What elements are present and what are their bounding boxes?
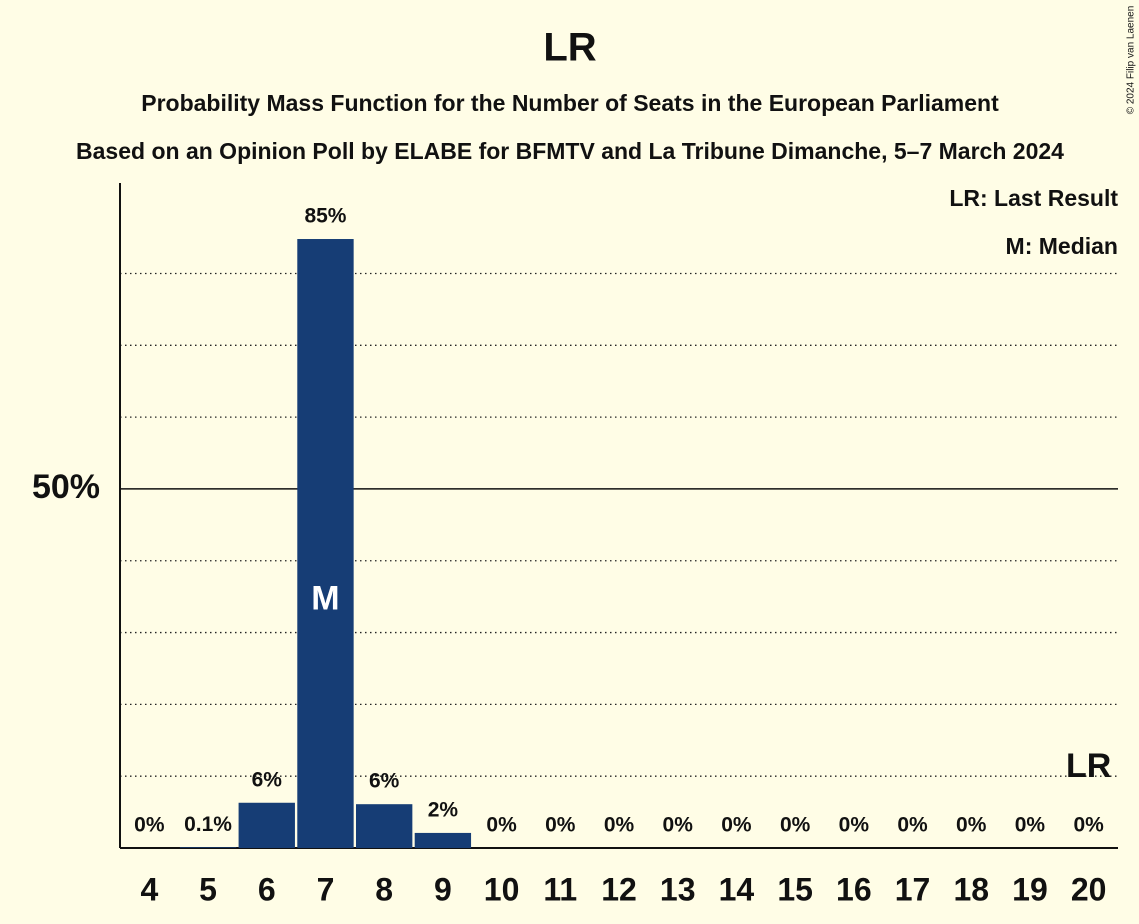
bar [179, 847, 237, 848]
value-label: 0% [1015, 814, 1046, 837]
x-tick-label: 19 [1012, 871, 1048, 907]
chart-subtitle: Based on an Opinion Poll by ELABE for BF… [76, 138, 1064, 164]
x-tick-label: 8 [375, 871, 393, 907]
bar [297, 239, 354, 848]
x-tick-label: 4 [140, 871, 158, 907]
value-label: 2% [428, 798, 459, 821]
value-label: 0% [780, 814, 811, 837]
median-marker: M [311, 579, 339, 617]
value-label: 6% [369, 770, 400, 793]
legend-entry: M: Median [1006, 233, 1118, 259]
last-result-marker: LR [1066, 747, 1111, 785]
x-tick-label: 17 [895, 871, 931, 907]
x-tick-label: 11 [543, 871, 577, 907]
legend-entry: LR: Last Result [949, 185, 1118, 211]
value-label: 6% [252, 768, 283, 791]
value-label: 85% [304, 205, 346, 228]
y-tick-label: 50% [32, 468, 100, 506]
x-tick-label: 9 [434, 871, 452, 907]
value-label: 0% [545, 814, 576, 837]
x-tick-label: 10 [484, 871, 520, 907]
value-label: 0% [134, 814, 165, 837]
value-label: 0% [839, 814, 870, 837]
x-tick-label: 14 [719, 871, 755, 907]
chart-title: LR [543, 26, 596, 70]
value-label: 0% [663, 814, 694, 837]
x-tick-label: 12 [601, 871, 637, 907]
bar [414, 832, 472, 848]
x-tick-label: 15 [777, 871, 813, 907]
x-tick-label: 20 [1071, 871, 1107, 907]
value-label: 0% [721, 814, 752, 837]
value-label: 0% [604, 814, 635, 837]
x-tick-label: 13 [660, 871, 696, 907]
x-tick-label: 5 [199, 871, 217, 907]
value-label: 0% [1073, 814, 1104, 837]
x-tick-label: 6 [258, 871, 276, 907]
chart-subtitle: Probability Mass Function for the Number… [141, 90, 999, 116]
bar [238, 802, 295, 848]
value-label: 0.1% [184, 813, 232, 836]
value-label: 0% [897, 814, 928, 837]
value-label: 0% [956, 814, 987, 837]
x-tick-label: 7 [317, 871, 335, 907]
bar [355, 804, 413, 848]
value-label: 0% [486, 814, 517, 837]
x-tick-label: 18 [953, 871, 989, 907]
x-tick-label: 16 [836, 871, 872, 907]
copyright: © 2024 Filip van Laenen [1126, 6, 1137, 115]
